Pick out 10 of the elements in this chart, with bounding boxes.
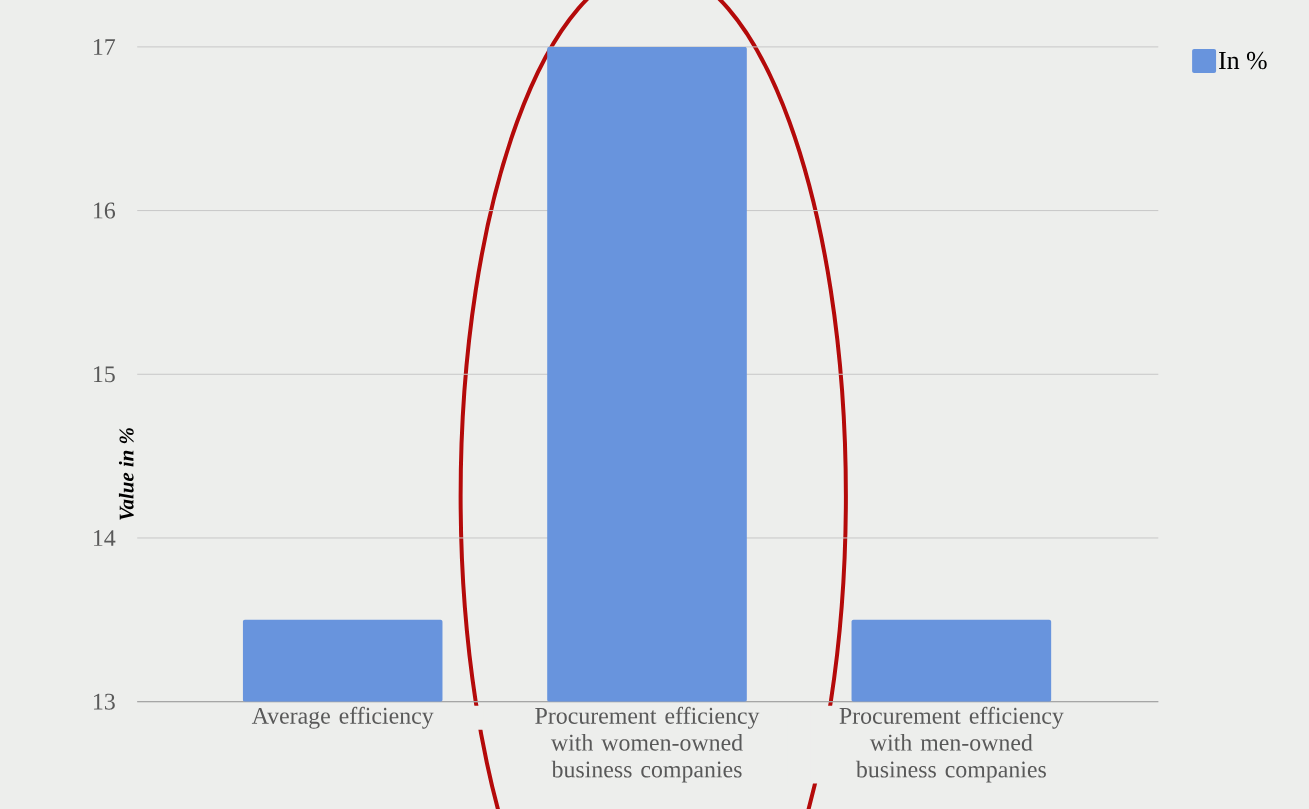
x-tick-label: Procurement efficiency with men-owned business companies	[839, 706, 1064, 783]
y-tick-label: 15	[93, 366, 115, 383]
x-tick-label: Procurement efficiency with women-owned business companies	[535, 706, 760, 783]
y-axis-title: Value in %	[118, 427, 134, 520]
y-tick-label: 16	[93, 202, 116, 219]
y-tick-label: 14	[93, 529, 116, 546]
y-tick-label: 17	[93, 38, 116, 55]
x-tick-label: Average efficiency	[251, 706, 434, 729]
legend-label: In %	[1219, 51, 1267, 70]
y-tick-label: 13	[93, 693, 115, 710]
